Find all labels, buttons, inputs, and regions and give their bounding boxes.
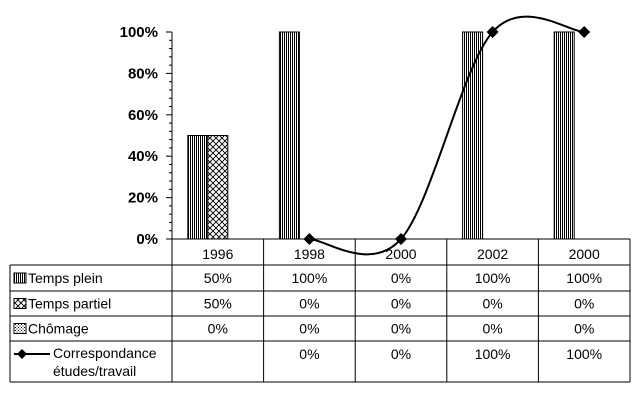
- data-label: 0%: [391, 321, 411, 337]
- data-label: 100%: [566, 270, 602, 286]
- y-tick-label: 20%: [128, 190, 158, 207]
- data-label: 0%: [299, 346, 319, 362]
- y-tick-label: 100%: [120, 24, 158, 41]
- data-label: 0%: [391, 296, 411, 312]
- bar-temps-plein: [462, 31, 484, 240]
- data-label: 0%: [299, 296, 319, 312]
- series-name: études/travail: [53, 363, 136, 379]
- bar-temps-plein: [187, 135, 209, 240]
- y-tick-label: 40%: [128, 148, 158, 165]
- data-label: 0%: [574, 296, 594, 312]
- data-label: 100%: [291, 270, 327, 286]
- series-name: Chômage: [28, 321, 89, 337]
- y-tick-label: 0%: [136, 231, 158, 248]
- series-name: Temps partiel: [28, 296, 111, 312]
- data-label: 100%: [566, 346, 602, 362]
- data-label: 0%: [391, 270, 411, 286]
- data-label: 50%: [204, 296, 232, 312]
- data-label: 0%: [574, 321, 594, 337]
- data-label: 100%: [475, 270, 511, 286]
- bar-temps-partiel: [207, 135, 229, 240]
- data-label: 0%: [208, 321, 228, 337]
- series-name: Correspondance: [53, 345, 157, 361]
- x-category-label: 1998: [294, 246, 325, 262]
- x-category-label: 2000: [385, 246, 416, 262]
- data-label: 0%: [482, 321, 502, 337]
- bar-temps-plein: [278, 31, 300, 240]
- data-label: 50%: [204, 270, 232, 286]
- data-label: 0%: [391, 346, 411, 362]
- legend-key-marker: [17, 349, 27, 359]
- legend-key: [13, 298, 27, 309]
- x-category-label: 2000: [569, 246, 600, 262]
- data-label: 0%: [299, 321, 319, 337]
- y-tick-label: 60%: [128, 107, 158, 124]
- y-tick-label: 80%: [128, 65, 158, 82]
- series-name: Temps plein: [28, 270, 103, 286]
- line-marker: [486, 26, 499, 38]
- x-category-label: 1996: [202, 246, 233, 262]
- bar-temps-plein: [553, 31, 575, 240]
- data-label: 100%: [475, 346, 511, 362]
- line-marker: [578, 26, 591, 38]
- line-correspondance: [309, 15, 585, 256]
- legend-key: [13, 323, 27, 334]
- legend-key: [13, 272, 27, 284]
- data-label: 0%: [482, 296, 502, 312]
- x-category-label: 2002: [477, 246, 508, 262]
